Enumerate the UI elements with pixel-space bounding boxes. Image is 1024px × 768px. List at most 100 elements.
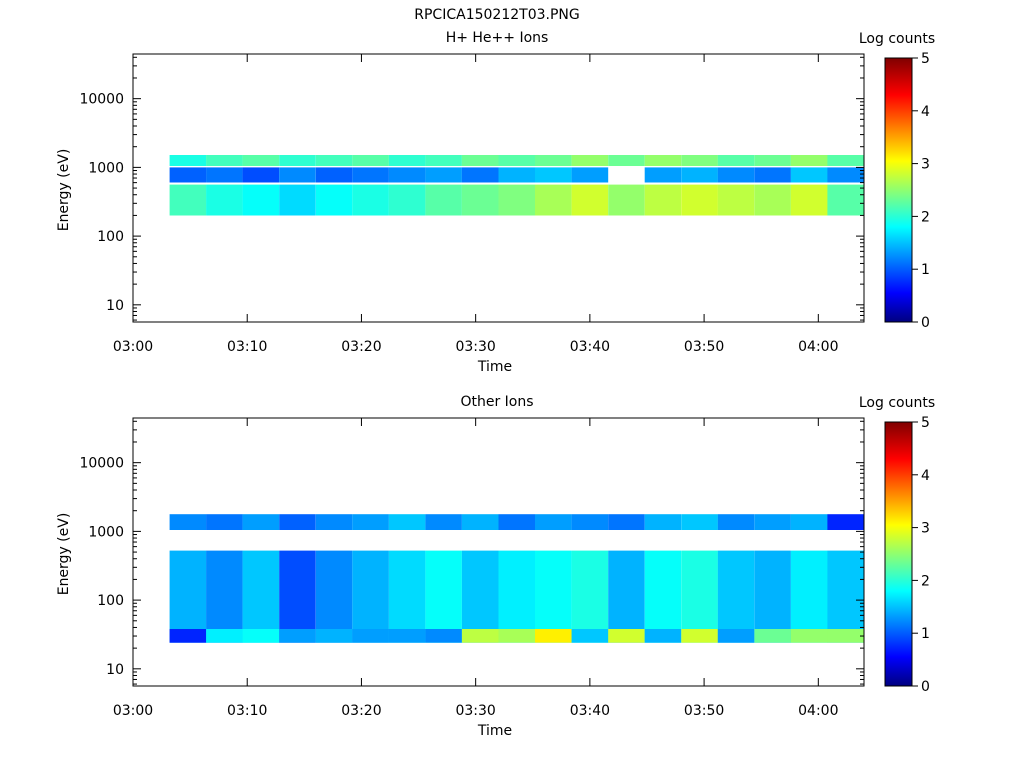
heatmap-cell (498, 184, 535, 216)
heatmap-cell (169, 629, 207, 643)
heatmap-cell (717, 184, 755, 216)
heatmap-cell (461, 514, 499, 530)
heatmap-cell (608, 514, 645, 530)
x-tick-label: 03:30 (455, 703, 495, 719)
heatmap-cell (498, 167, 535, 183)
x-tick-label: 03:00 (113, 703, 153, 719)
colorbar-tick-label: 3 (921, 157, 930, 173)
heatmap-cell (498, 514, 535, 530)
heatmap-cell (352, 629, 389, 643)
heatmap-cell (315, 550, 353, 643)
heatmap-cell (461, 155, 499, 166)
heatmap-cell (425, 629, 462, 643)
heatmap-cell (535, 184, 572, 216)
heatmap-cell (352, 184, 389, 216)
heatmap-cells (169, 155, 864, 216)
colorbar-tick-label: 4 (921, 468, 930, 484)
heatmap-cell (681, 514, 718, 530)
heatmap-cell (790, 184, 828, 216)
x-tick-label: 04:00 (798, 339, 838, 355)
heatmap-cell (681, 167, 718, 183)
colorbar-ticks: 0 1 2 3 4 5 (912, 51, 930, 331)
heatmap-cell (571, 629, 609, 643)
heatmap-cell (790, 629, 828, 643)
colorbar-tick-label: 2 (921, 209, 930, 225)
x-axis-label: Time (477, 723, 512, 739)
heatmap-cell (242, 629, 280, 643)
heatmap-cell (754, 550, 791, 643)
heatmap-cell (498, 629, 535, 643)
colorbar-ticks: 0 1 2 3 4 5 (912, 415, 930, 695)
heatmap-cell (169, 155, 207, 166)
x-tick-label: 03:20 (341, 703, 381, 719)
h-he-ions-panel: H+ He++ Ions 03:00 03:10 03:20 03:30 03:40 03… (56, 30, 935, 375)
heatmap-cell (169, 184, 207, 216)
heatmap-cell (425, 167, 462, 183)
heatmap-cell (461, 184, 499, 216)
heatmap-cell (461, 550, 499, 643)
heatmap-cell (206, 155, 243, 166)
colorbar-tick-label: 0 (921, 315, 930, 331)
heatmap-cell (461, 629, 499, 643)
y-tick-label: 1000 (88, 160, 124, 176)
heatmap-cell (388, 184, 426, 216)
y-tick-label: 10000 (79, 92, 124, 108)
heatmap-cell (535, 155, 572, 166)
heatmap-cell (242, 514, 280, 530)
heatmap-cell (425, 184, 462, 216)
x-axis-ticks: 03:00 03:10 03:20 03:30 03:40 03:50 04:00 (113, 54, 838, 355)
heatmap-cell (535, 629, 572, 643)
heatmap-cell (717, 155, 755, 166)
other-ions-panel: Other Ions 03:00 03:10 03:20 03:30 03:40 03:5… (56, 394, 935, 739)
y-tick-label: 10 (106, 298, 124, 314)
x-tick-label: 03:50 (684, 703, 724, 719)
heatmap-cell (279, 550, 316, 643)
heatmap-cell (535, 514, 572, 530)
heatmap-cell (206, 184, 243, 216)
heatmap-cell (827, 629, 864, 643)
heatmap-cell (790, 167, 828, 183)
heatmap-cell (425, 550, 462, 643)
colorbar-tick-label: 5 (921, 51, 930, 67)
heatmap-cell (352, 167, 389, 183)
heatmap-cell (315, 155, 353, 166)
colorbar (884, 57, 913, 323)
heatmap-cell (754, 629, 791, 643)
x-axis-label: Time (477, 359, 512, 375)
heatmap-cell (608, 184, 645, 216)
heatmap-cell (681, 155, 718, 166)
heatmap-cell (206, 629, 243, 643)
heatmap-cell (169, 167, 207, 183)
heatmap-cell (206, 514, 243, 530)
y-tick-label: 10000 (79, 456, 124, 472)
heatmap-cell (827, 550, 864, 643)
heatmap-cell (535, 167, 572, 183)
heatmap-cell (644, 514, 682, 530)
figure-title: RPCICA150212T03.PNG (414, 7, 579, 23)
x-tick-label: 03:40 (570, 703, 610, 719)
heatmap-cell (608, 629, 645, 643)
heatmap-cell (352, 550, 389, 643)
colorbar-tick-label: 4 (921, 104, 930, 120)
heatmap-cell (754, 184, 791, 216)
colorbar-tick-label: 0 (921, 679, 930, 695)
heatmap-cell (754, 167, 791, 183)
heatmap-cell (571, 550, 609, 643)
heatmap-cell (242, 167, 280, 183)
heatmap-cell (644, 167, 682, 183)
heatmap-cell (754, 155, 791, 166)
heatmap-cell (352, 514, 389, 530)
x-tick-label: 03:10 (227, 339, 267, 355)
heatmap-cell (790, 514, 828, 530)
heatmap-cell (571, 167, 609, 183)
heatmap-cell (644, 629, 682, 643)
heatmap-cell (827, 514, 864, 530)
heatmap-cell (461, 167, 499, 183)
y-tick-label: 100 (97, 593, 124, 609)
x-tick-label: 04:00 (798, 703, 838, 719)
x-axis-ticks: 03:00 03:10 03:20 03:30 03:40 03:50 04:00 (113, 418, 838, 719)
y-axis-label: Energy (eV) (56, 149, 72, 232)
heatmap-cell (535, 550, 572, 643)
heatmap-cell (681, 550, 718, 643)
